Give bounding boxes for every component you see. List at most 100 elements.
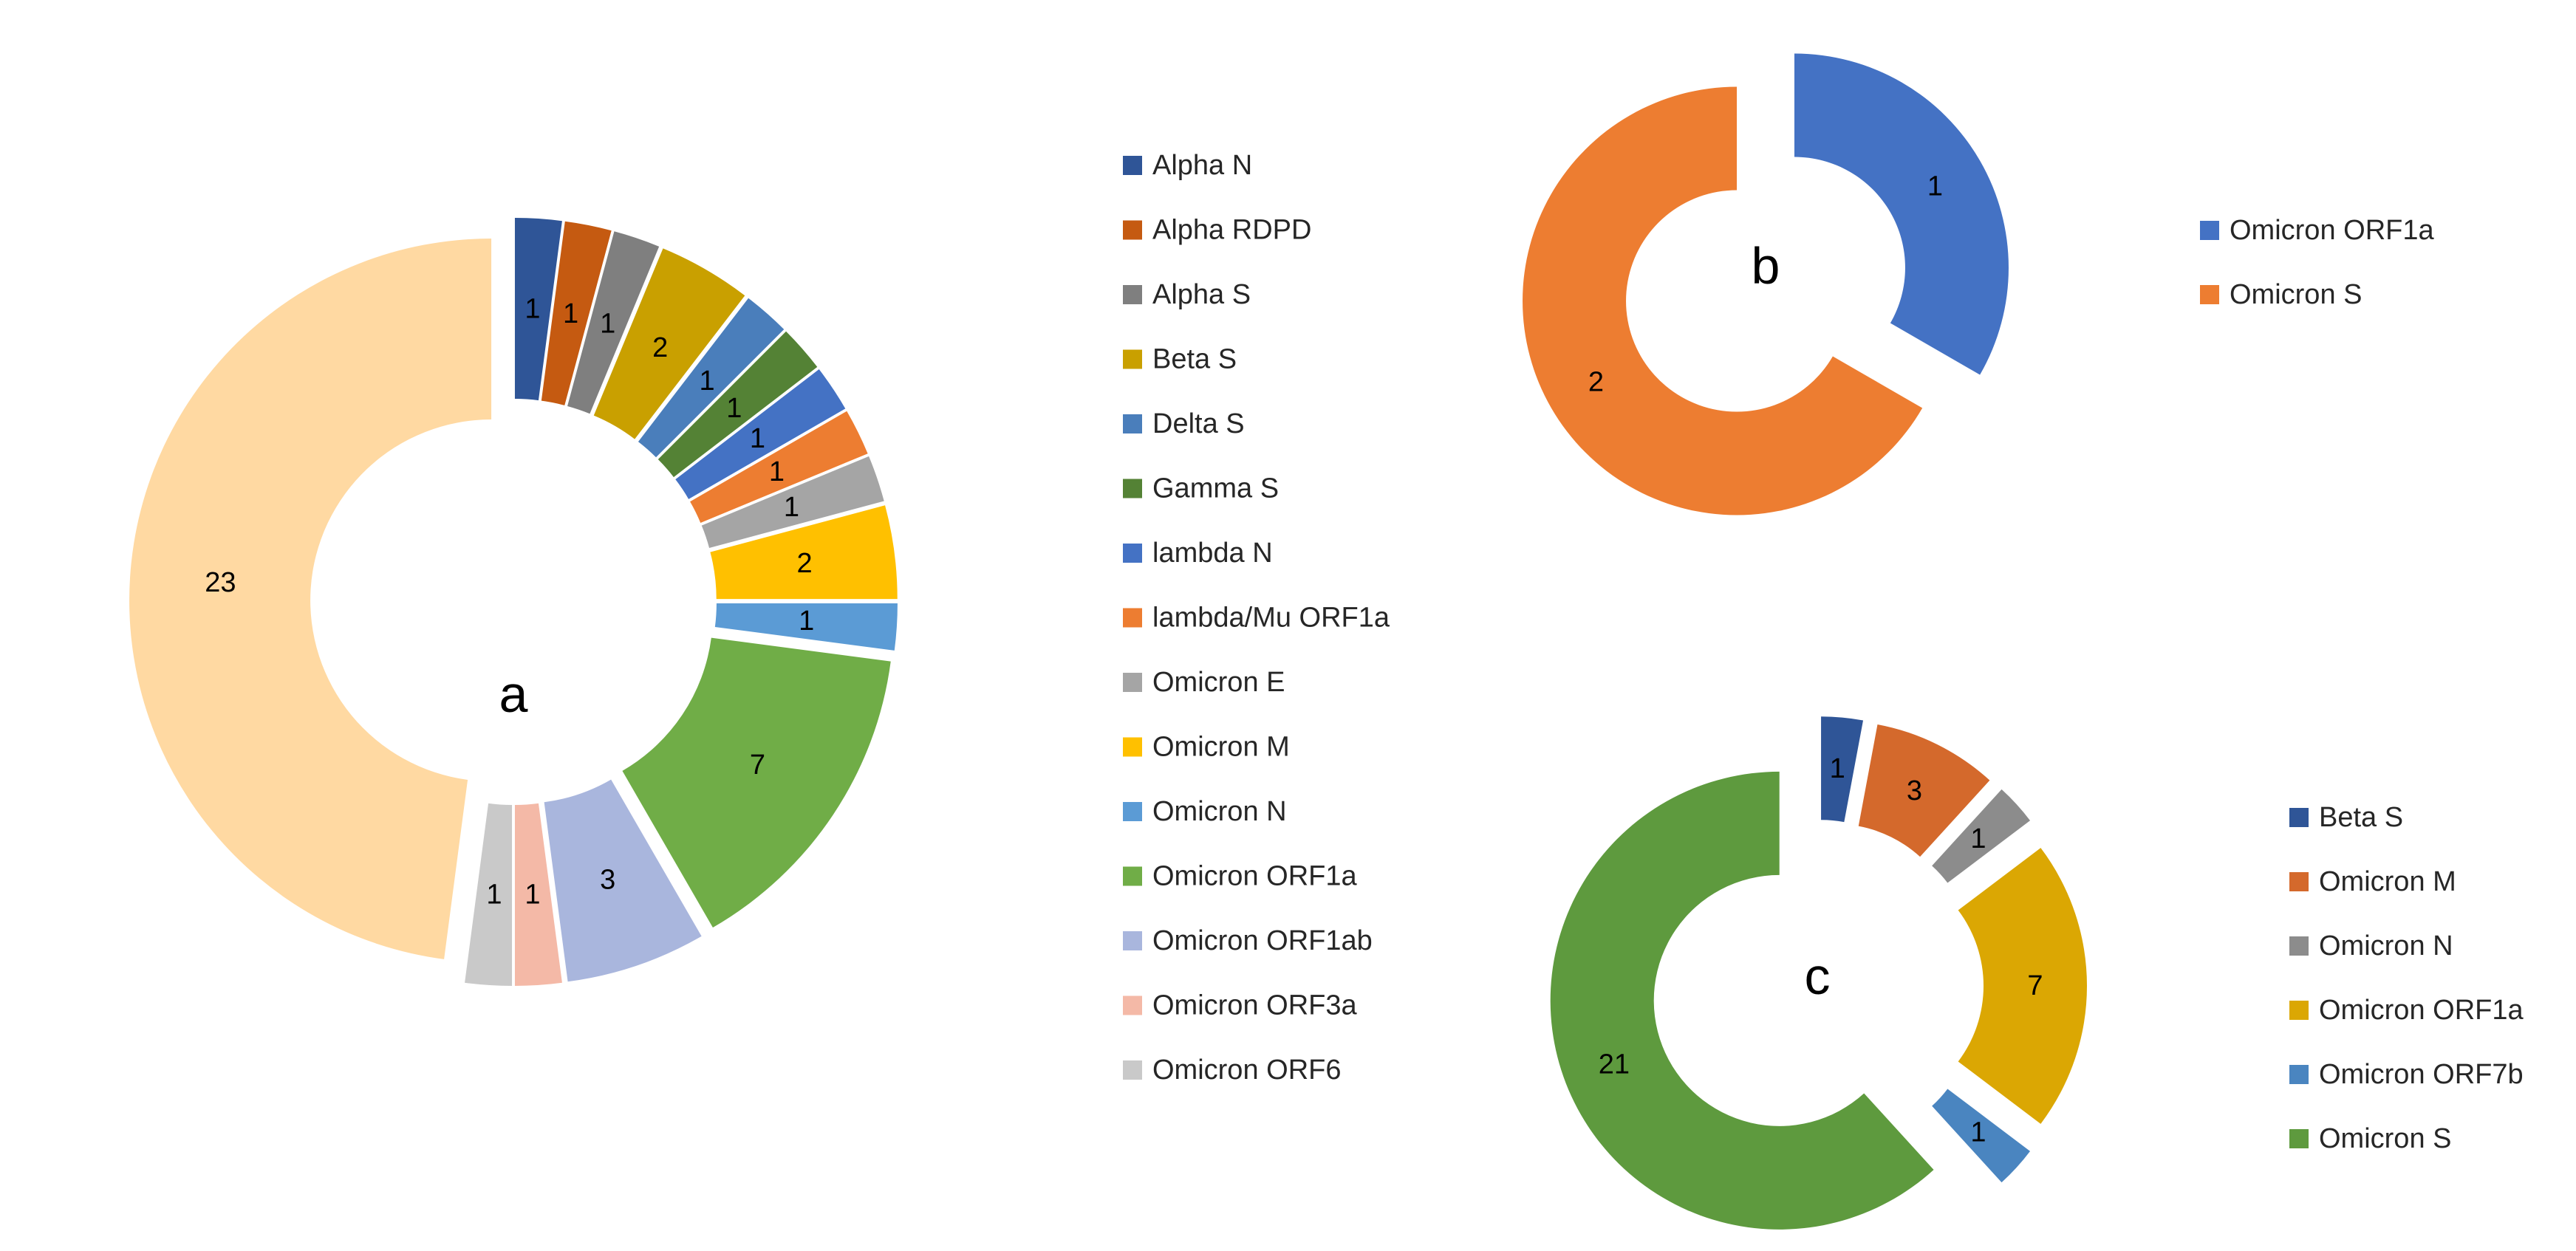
slice-group-a-alpha-rdpd: 1 [541,221,612,405]
slice-a-omicron-orf6 [465,803,513,986]
legend-label-c-omicron-orf7b: Omicron ORF7b [2319,1059,2524,1090]
slice-a-alpha-rdpd [541,221,612,405]
slice-a-omicron-s [129,239,492,959]
data-label-a-omicron-orf3a: 1 [525,880,540,911]
legend-swatch-a-lambda-mu-orf1a [1123,608,1142,628]
slice-a-omicron-orf1ab [544,779,702,982]
slice-a-lambda-n [675,369,846,499]
legend-swatch-a-omicron-orf1ab [1123,931,1142,950]
legend-swatch-a-lambda-n [1123,544,1142,563]
data-label-a-omicron-orf1ab: 3 [600,864,615,895]
data-label-c-omicron-n: 1 [1970,823,1986,854]
slice-group-a-lambda-n: 1 [675,369,846,499]
slice-c-omicron-orf7b [1932,1089,2031,1183]
slice-group-a-delta-s: 1 [638,298,785,458]
legend-item-a-omicron-orf1a: Omicron ORF1a [1123,861,1357,892]
data-label-a-omicron-orf6: 1 [486,880,502,911]
slice-group-a-gamma-s: 1 [657,331,818,478]
donut-chart-c: 1 3 1 7 1 21 c [1550,716,2088,1230]
legend-label-c-beta-s: Beta S [2319,802,2403,833]
legend-item-c-beta-s: Beta S [2289,802,2403,833]
legend-item-c-omicron-m: Omicron M [2289,866,2456,897]
donut-chart-b: 1 2 b [1523,53,2009,515]
slice-group-c-beta-s: 1 [1821,716,1864,823]
slice-a-omicron-e [701,456,884,548]
legend-swatch-a-gamma-s [1123,479,1142,498]
legend-item-a-lambda-mu-orf1a: lambda/Mu ORF1a [1123,603,1390,634]
legend-item-a-beta-s: Beta S [1123,344,1237,375]
data-label-a-omicron-n: 1 [799,606,814,637]
legend-label-a-delta-s: Delta S [1152,408,1245,439]
slice-a-delta-s [638,298,785,458]
data-label-c-omicron-orf7b: 1 [1970,1117,1986,1148]
legend-item-a-alpha-n: Alpha N [1123,150,1252,181]
legend-label-a-omicron-n: Omicron N [1152,796,1287,827]
data-label-a-omicron-orf1a: 7 [750,750,765,781]
legend-label-a-alpha-rdpd: Alpha RDPD [1152,215,1311,246]
legend-a: Alpha N Alpha RDPD Alpha S Beta S Delta S Gam… [1123,150,1390,1086]
data-label-c-omicron-s: 21 [1599,1049,1630,1080]
slice-b-omicron-orf1a [1794,53,2009,375]
legend-item-a-omicron-m: Omicron M [1123,732,1290,763]
legend-label-a-omicron-orf6: Omicron ORF6 [1152,1055,1341,1086]
legend-swatch-b-omicron-orf1a [2200,221,2219,240]
legend-label-a-lambda-n: lambda N [1152,538,1273,569]
slice-c-omicron-n [1932,789,2031,883]
slice-a-beta-s [593,248,745,439]
slice-c-omicron-m [1858,724,1990,857]
legend-swatch-a-alpha-s [1123,285,1142,304]
slice-group-c-omicron-orf7b: 1 [1932,1089,2031,1183]
slice-group-a-alpha-s: 1 [567,231,660,414]
legend-label-b-omicron-orf1a: Omicron ORF1a [2230,215,2434,246]
legend-label-a-omicron-orf1a: Omicron ORF1a [1152,861,1357,892]
legend-item-a-omicron-n: Omicron N [1123,796,1287,827]
slice-group-a-omicron-orf1ab: 3 [544,779,702,982]
slice-group-a-beta-s: 2 [593,248,745,439]
slice-c-omicron-orf1a [1958,848,2088,1124]
chart-title-b: b [1752,237,1780,295]
chart-title-a: a [499,665,528,723]
slice-group-a-omicron-m: 2 [710,505,898,600]
legend-c: Beta S Omicron M Omicron N Omicron ORF1a Omi… [2289,802,2524,1154]
slice-a-lambda-mu-orf1a [690,411,868,523]
slice-a-alpha-s [567,231,660,414]
legend-swatch-b-omicron-s [2200,285,2219,304]
data-label-a-omicron-s: 23 [205,567,236,598]
legend-swatch-a-omicron-orf1a [1123,866,1142,886]
legend-label-c-omicron-m: Omicron M [2319,866,2456,897]
legend-swatch-a-beta-s [1123,349,1142,369]
slice-group-c-omicron-n: 1 [1932,789,2031,883]
data-label-c-omicron-orf1a: 7 [2027,970,2043,1001]
legend-swatch-a-alpha-rdpd [1123,220,1142,240]
data-label-a-alpha-s: 1 [600,309,615,340]
legend-label-a-alpha-s: Alpha S [1152,279,1251,310]
data-label-a-lambda-n: 1 [750,423,765,454]
legend-swatch-a-omicron-orf3a [1123,995,1142,1015]
data-label-a-lambda-mu-orf1a: 1 [769,456,785,487]
data-label-c-beta-s: 1 [1830,753,1845,784]
legend-label-c-omicron-orf1a: Omicron ORF1a [2319,995,2524,1026]
legend-label-c-omicron-n: Omicron N [2319,930,2453,962]
data-label-a-omicron-m: 2 [797,548,813,579]
data-label-a-gamma-s: 1 [726,393,742,424]
slice-a-omicron-orf3a [514,803,562,986]
legend-item-a-gamma-s: Gamma S [1123,473,1279,504]
legend-label-c-omicron-s: Omicron S [2319,1123,2451,1154]
slice-group-c-omicron-s: 21 [1550,771,1934,1230]
legend-item-c-omicron-orf7b: Omicron ORF7b [2289,1059,2524,1090]
slice-c-beta-s [1821,716,1864,823]
slice-b-omicron-s [1523,86,1923,515]
data-label-a-beta-s: 2 [652,332,668,363]
slice-group-a-omicron-n: 1 [714,603,898,651]
data-label-a-omicron-e: 1 [784,492,799,523]
legend-item-c-omicron-orf1a: Omicron ORF1a [2289,995,2524,1026]
slice-group-a-omicron-orf6: 1 [465,803,513,986]
legend-item-c-omicron-s: Omicron S [2289,1123,2451,1154]
legend-item-a-omicron-orf3a: Omicron ORF3a [1123,990,1357,1021]
slice-group-a-lambda-mu-orf1a: 1 [690,411,868,523]
data-label-b-omicron-orf1a: 1 [1927,171,1943,202]
legend-swatch-a-omicron-m [1123,737,1142,757]
legend-label-a-lambda-mu-orf1a: lambda/Mu ORF1a [1152,603,1390,634]
